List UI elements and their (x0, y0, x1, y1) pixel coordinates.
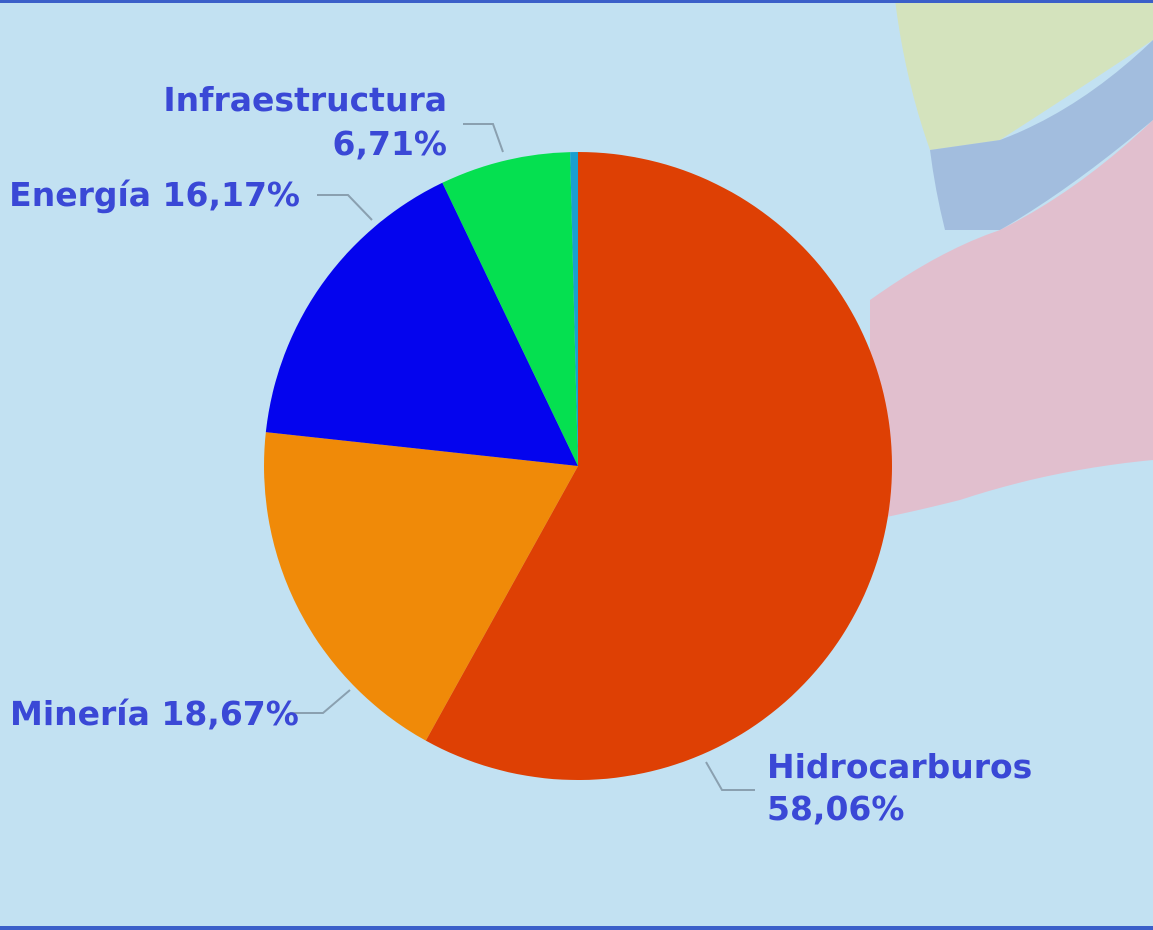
label-infraestructura-pct: 6,71% (333, 124, 448, 163)
background-flag (850, 0, 1153, 520)
pie-slice-other-4 (570, 152, 578, 466)
leader-line-mineria (290, 689, 351, 714)
label-mineria: Minería 18,67% (10, 694, 299, 733)
leader-line-energia (317, 194, 373, 221)
pie-slices (264, 152, 893, 780)
pie-slice-energia (265, 182, 578, 466)
leader-line-hidrocarburos (705, 761, 755, 791)
leader-line-infraestructura (463, 123, 504, 153)
pie-slice-infraestructura (442, 152, 578, 466)
pie-slice-hidrocarburos (425, 152, 893, 780)
pie-slice-mineria (264, 432, 578, 741)
label-energia: Energía 16,17% (9, 175, 300, 214)
label-hidrocarburos-pct: 58,06% (767, 789, 904, 828)
label-hidrocarburos-name: Hidrocarburos (767, 747, 1032, 786)
label-infraestructura-name: Infraestructura (163, 80, 447, 119)
